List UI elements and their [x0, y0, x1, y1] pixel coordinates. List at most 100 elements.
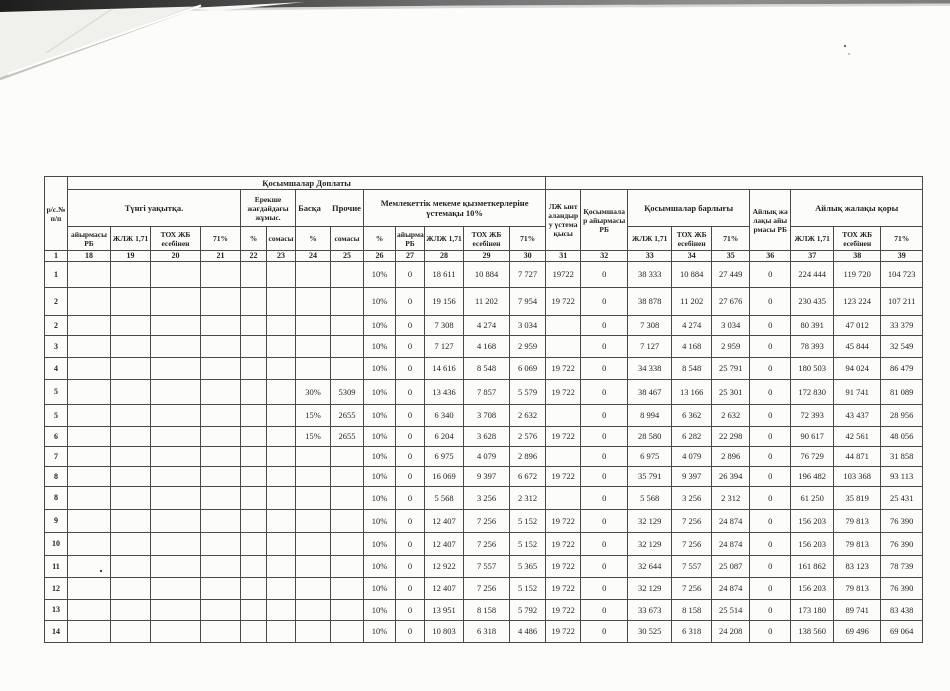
cell: 0	[395, 555, 425, 578]
cell: 5 152	[508, 532, 547, 556]
cell: 2 576	[508, 426, 547, 447]
cell: 89 741	[833, 599, 882, 621]
cell: 28 956	[880, 404, 924, 427]
cell	[150, 486, 201, 510]
header-cell: 26	[363, 250, 396, 262]
header-night-work: Түнгі уақытқа.	[67, 189, 241, 227]
row-number: 4	[44, 357, 68, 380]
cell	[110, 532, 151, 556]
cell	[240, 261, 267, 288]
cell: 172 830	[790, 379, 835, 405]
cell: 5 365	[508, 555, 547, 578]
row-number: 10	[44, 532, 68, 556]
header-cell: 71%	[508, 226, 547, 251]
cell	[150, 446, 201, 467]
cell	[150, 261, 201, 288]
ink-speck	[848, 53, 850, 55]
cell	[67, 426, 111, 447]
cell	[330, 287, 364, 316]
cell: 0	[395, 357, 425, 380]
cell	[266, 509, 296, 533]
header-cell: ТОХ ЖБ есебінен	[463, 226, 510, 251]
cell	[295, 335, 331, 358]
cell: 0	[749, 335, 792, 358]
cell: 0	[749, 404, 792, 427]
cell: 138 560	[790, 620, 835, 643]
cell	[67, 261, 111, 288]
cell: 2 896	[711, 446, 751, 467]
cell: 18 611	[424, 261, 464, 288]
header-cell: 18	[67, 250, 111, 262]
cell: 156 203	[790, 532, 835, 556]
header-lj-bonus: ЛЖ ынталандыру үстемақысы	[545, 189, 582, 251]
cell: 78 393	[790, 335, 835, 358]
cell: 7 127	[424, 335, 464, 358]
cell: 34 338	[627, 357, 673, 380]
cell	[295, 620, 331, 643]
header-cell: айырмасы РБ	[395, 226, 425, 251]
cell	[200, 599, 241, 621]
cell: 0	[580, 357, 629, 380]
cell: 8 158	[463, 599, 510, 621]
header-cell: 20	[150, 250, 201, 262]
cell: 24 874	[711, 532, 751, 556]
header-state-bonus: Мемлекеттік мекеме қызметкерлеріне үстем…	[362, 189, 547, 227]
table-row: 5 15% 2655 10% 0 6 340 3 708 2 632 0 8 994 6 362 2 …	[44, 404, 924, 427]
cell	[240, 426, 267, 447]
header-cell: ЖЛЖ 1,71	[424, 226, 464, 251]
payroll-allowances-table: р/с.№ п/п Қосымшалар Доплаты Түнгі уақыт…	[44, 176, 924, 643]
cell: 2 632	[711, 404, 751, 427]
cell: 0	[395, 379, 425, 405]
table-row: 7 10% 0 6 975 4 079 2 896 0 6 975 4 079 2 896 0 76 …	[44, 446, 924, 467]
header-cell: 23	[266, 250, 296, 262]
cell: 3 628	[463, 426, 510, 447]
header-cell: 21	[200, 250, 241, 262]
cell: 19 722	[545, 555, 582, 578]
cell	[110, 335, 151, 358]
cell: 69 064	[880, 620, 924, 643]
cell	[110, 261, 151, 288]
cell: 10%	[363, 466, 396, 487]
cell: 6 672	[508, 466, 547, 487]
cell	[110, 315, 151, 336]
cell: 5 579	[508, 379, 547, 405]
cell: 0	[395, 486, 425, 510]
cell: 19 722	[545, 509, 582, 533]
cell	[110, 466, 151, 487]
cell: 42 561	[833, 426, 882, 447]
cell: 12 407	[424, 509, 464, 533]
cell: 0	[580, 404, 629, 427]
row-number: 1	[44, 261, 68, 288]
table-row: 9 10% 0 12 407 7 256 5 152 19 722 0 32 129 7 256 2…	[44, 509, 924, 533]
cell: 0	[580, 287, 629, 316]
cell	[67, 532, 111, 556]
cell: 72 393	[790, 404, 835, 427]
cell	[240, 357, 267, 380]
cell	[150, 357, 201, 380]
cell: 0	[749, 466, 792, 487]
cell: 7 857	[463, 379, 510, 405]
cell: 0	[749, 577, 792, 600]
cell: 94 024	[833, 357, 882, 380]
cell: 0	[580, 532, 629, 556]
table-row: 1 10% 0 18 611 10 884 7 727 19722 0 38 333 10 884…	[44, 261, 924, 288]
cell: 0	[395, 426, 425, 447]
cell	[266, 379, 296, 405]
cell: 0	[749, 555, 792, 578]
cell: 2 312	[508, 486, 547, 510]
header-additions-total: Қосымшалар барлығы	[627, 189, 751, 227]
cell: 7 557	[463, 555, 510, 578]
header-cell: сомасы	[266, 226, 296, 251]
cell	[240, 315, 267, 336]
cell	[67, 379, 111, 405]
cell	[67, 446, 111, 467]
cell	[295, 599, 331, 621]
cell: 0	[580, 509, 629, 533]
table-row: 2 10% 0 19 156 11 202 7 954 19 722 0 38 878 11 20…	[44, 287, 924, 316]
cell	[150, 315, 201, 336]
cell	[295, 509, 331, 533]
header-cell: ЖЛЖ 1,71	[110, 226, 151, 251]
header-spacer	[545, 176, 924, 190]
cell: 3 034	[508, 315, 547, 336]
cell: 3 034	[711, 315, 751, 336]
